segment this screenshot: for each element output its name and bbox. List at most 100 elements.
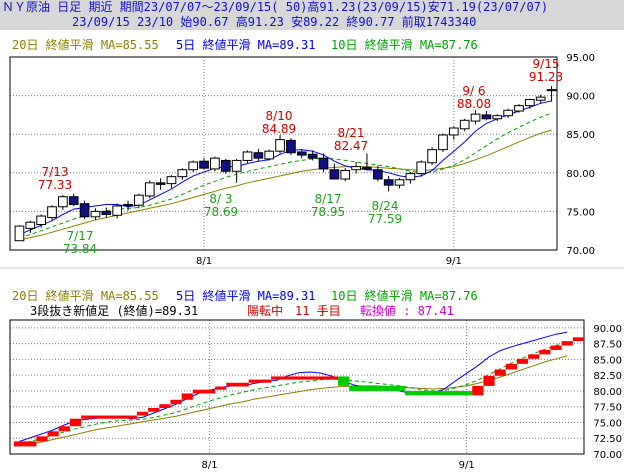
up-brick xyxy=(192,389,216,394)
annotation-date: 7/17 xyxy=(67,229,94,243)
candle-body xyxy=(340,169,351,180)
up-brick xyxy=(159,404,171,408)
up-brick xyxy=(561,341,573,346)
up-brick xyxy=(47,431,59,437)
annotation-date: 9/15 xyxy=(533,57,560,71)
up-brick xyxy=(539,349,551,355)
candle-body xyxy=(372,169,383,180)
candle-body xyxy=(58,196,68,208)
candle-body xyxy=(177,169,188,178)
annotation-value: 88.08 xyxy=(457,97,491,111)
candle-body xyxy=(307,153,318,159)
up-brick xyxy=(58,426,70,432)
annotation-date: 8/ 3 xyxy=(209,192,232,206)
up-brick xyxy=(69,418,82,427)
up-brick xyxy=(550,345,562,350)
candle-body xyxy=(427,149,437,164)
x-tick-label: 9/1 xyxy=(459,460,475,471)
y-tick-label: 85.00 xyxy=(566,130,595,141)
up-brick xyxy=(483,375,495,386)
up-brick xyxy=(248,379,272,383)
candle-body xyxy=(101,210,112,215)
candle-body xyxy=(25,221,36,229)
up-brick xyxy=(181,393,193,400)
candle-body xyxy=(275,139,285,152)
ma5-line xyxy=(19,100,552,236)
up-brick xyxy=(170,399,182,405)
candle-body xyxy=(36,215,46,226)
annotation-date: 8/17 xyxy=(315,192,342,206)
candle-body xyxy=(459,119,470,130)
up-brick xyxy=(494,369,506,376)
annotation-value: 78.69 xyxy=(204,205,238,219)
annotation-value: 82.47 xyxy=(334,139,368,153)
candle-body xyxy=(503,109,513,117)
annotation-date: 8/24 xyxy=(372,199,399,213)
y-tick-label: 70.00 xyxy=(593,450,622,461)
legend-ma5-top: 5日 終値平滑 MA=89.31 xyxy=(176,37,315,52)
y-tick-label: 77.50 xyxy=(593,403,622,414)
up-brick xyxy=(215,386,227,390)
y-tick-label: 82.50 xyxy=(593,371,622,382)
y-tick-label: 80.00 xyxy=(593,387,622,398)
y-tick-label: 95.00 xyxy=(566,53,595,64)
ma10-line xyxy=(19,341,568,445)
candle-body xyxy=(90,210,101,218)
up-brick xyxy=(505,363,517,370)
candle-body xyxy=(470,113,481,122)
y-tick-label: 72.50 xyxy=(593,434,622,445)
candle-body xyxy=(405,173,416,181)
annotation-date: 7/13 xyxy=(42,165,69,179)
candle-body xyxy=(112,205,123,216)
up-brick xyxy=(472,385,484,396)
candle-body xyxy=(188,161,199,171)
y-tick-label: 90.00 xyxy=(566,92,595,103)
up-brick xyxy=(81,415,137,419)
up-brick xyxy=(516,358,529,364)
y-tick-label: 90.00 xyxy=(593,324,622,335)
annotation-value: 84.89 xyxy=(262,122,296,136)
up-brick xyxy=(36,436,48,442)
candle-body xyxy=(448,127,459,136)
candle-body xyxy=(525,98,535,107)
chart-header-last-bar: 23/09/15 23/10 始90.67 高91.23 安89.22 終90.… xyxy=(0,15,624,30)
candle-body xyxy=(286,139,296,154)
candle-body xyxy=(383,179,394,186)
candle-body xyxy=(123,203,133,206)
candle-body xyxy=(394,179,405,186)
annotation-value: 91.23 xyxy=(529,70,563,84)
candle-body xyxy=(535,96,546,101)
trend-status: 陽転中 11 手目 xyxy=(247,303,341,318)
y-tick-label: 70.00 xyxy=(566,246,595,257)
up-brick xyxy=(572,337,584,342)
candle-body xyxy=(296,151,307,156)
y-tick-label: 85.00 xyxy=(593,355,622,366)
candle-body xyxy=(318,157,329,170)
candle-body xyxy=(329,169,340,180)
annotation-date: 8/21 xyxy=(338,126,365,140)
legend-ma10-top: 10日 終値平滑 MA=87.76 xyxy=(331,37,478,52)
candle-body xyxy=(264,150,275,160)
ma20-line xyxy=(19,129,552,241)
up-brick xyxy=(271,376,339,380)
up-brick xyxy=(14,441,37,447)
up-brick xyxy=(148,407,160,412)
candle-body xyxy=(144,182,155,197)
annotation-value: 77.33 xyxy=(38,178,72,192)
chart-header-summary: ＮＹ原油 日足 期近 期間23/07/07～23/09/15( 50)高91.2… xyxy=(0,0,624,15)
candle-body xyxy=(438,134,448,151)
candle-body xyxy=(514,105,524,112)
annotation-value: 78.95 xyxy=(311,205,345,219)
annotation-date: 8/10 xyxy=(266,109,293,123)
ma10-line xyxy=(19,112,552,239)
candle-body xyxy=(68,196,79,205)
turn-value: 転換値 : 87.41 xyxy=(360,303,454,318)
x-tick-label: 8/1 xyxy=(202,460,218,471)
up-brick xyxy=(528,354,540,359)
candle-body xyxy=(47,206,57,219)
candle-body xyxy=(362,166,372,170)
candle-body xyxy=(166,176,177,185)
legend-ma5-bottom: 5日 終値平滑 MA=89.31 xyxy=(176,288,315,303)
candle-body xyxy=(253,152,264,159)
down-brick xyxy=(349,385,406,391)
